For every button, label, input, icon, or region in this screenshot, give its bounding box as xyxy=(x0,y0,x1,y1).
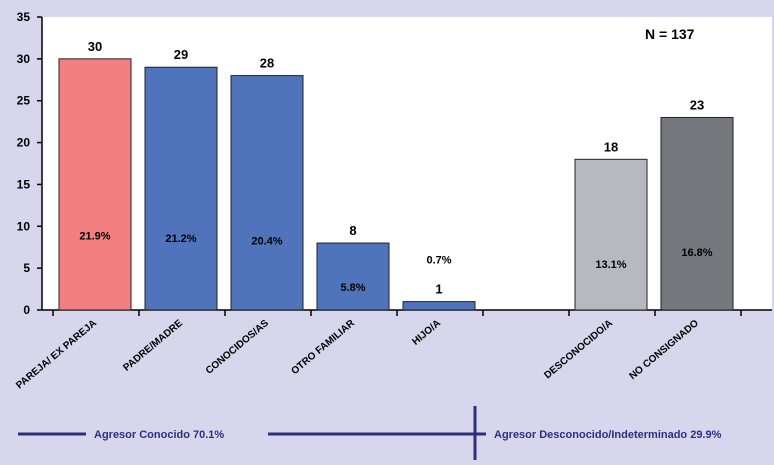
group-label-desconocido: Agresor Desconocido/Indeterminado 29.9% xyxy=(494,429,722,441)
bar xyxy=(402,301,476,311)
category-labels: PAREJA/ EX PAREJA PADRE/MADRE CONOCIDOS/AS… xyxy=(14,317,701,391)
y-axis: 0 5 10 15 20 25 30 35 xyxy=(17,10,43,317)
percent-label: 20.4% xyxy=(251,235,282,247)
category-label: HIJO/A xyxy=(410,318,443,348)
y-tick-label: 10 xyxy=(17,219,31,233)
value-label: 1 xyxy=(435,282,442,297)
category-label: NO CONSIGNADO xyxy=(627,318,701,382)
y-tick-label: 15 xyxy=(17,177,31,191)
percent-label: 13.1% xyxy=(595,259,626,271)
category-label: OTRO FAMILIAR xyxy=(289,317,357,377)
percent-label: 21.2% xyxy=(165,233,196,245)
group-label-conocido: Agresor Conocido 70.1% xyxy=(94,429,224,441)
category-label: CONOCIDOS/AS xyxy=(204,318,271,377)
y-tick-label: 30 xyxy=(17,52,31,66)
y-tick-label: 5 xyxy=(23,261,30,275)
percent-label: 16.8% xyxy=(681,247,712,259)
category-label: DESCONOCIDO/A xyxy=(542,318,615,381)
n-annotation: N = 137 xyxy=(645,26,695,42)
percent-label: 0.7% xyxy=(426,255,451,267)
value-label: 28 xyxy=(260,56,274,71)
y-tick-label: 0 xyxy=(23,303,30,317)
y-tick-label: 25 xyxy=(17,94,31,108)
bar xyxy=(316,242,390,311)
value-label: 30 xyxy=(88,39,102,54)
y-tick-label: 20 xyxy=(17,136,31,150)
bar xyxy=(574,158,648,311)
bar xyxy=(230,75,304,311)
value-label: 23 xyxy=(690,97,704,112)
y-tick-label: 35 xyxy=(17,10,31,24)
percent-label: 5.8% xyxy=(340,282,365,294)
bars xyxy=(58,58,734,311)
category-label: PAREJA/ EX PAREJA xyxy=(14,318,99,392)
percent-label: 21.9% xyxy=(79,231,110,243)
value-label: 29 xyxy=(174,47,188,62)
bar xyxy=(660,116,734,311)
bar xyxy=(144,66,218,311)
value-labels: 30 29 28 8 1 18 23 xyxy=(88,39,704,297)
x-axis xyxy=(42,309,772,316)
group-legend: Agresor Conocido 70.1% Agresor Desconoci… xyxy=(18,406,722,460)
value-label: 18 xyxy=(604,139,618,154)
category-label: PADRE/MADRE xyxy=(121,318,185,374)
value-label: 8 xyxy=(349,223,356,238)
percent-labels: 21.9% 21.2% 20.4% 5.8% 0.7% 13.1% 16.8% xyxy=(79,231,712,295)
bar xyxy=(58,58,132,311)
